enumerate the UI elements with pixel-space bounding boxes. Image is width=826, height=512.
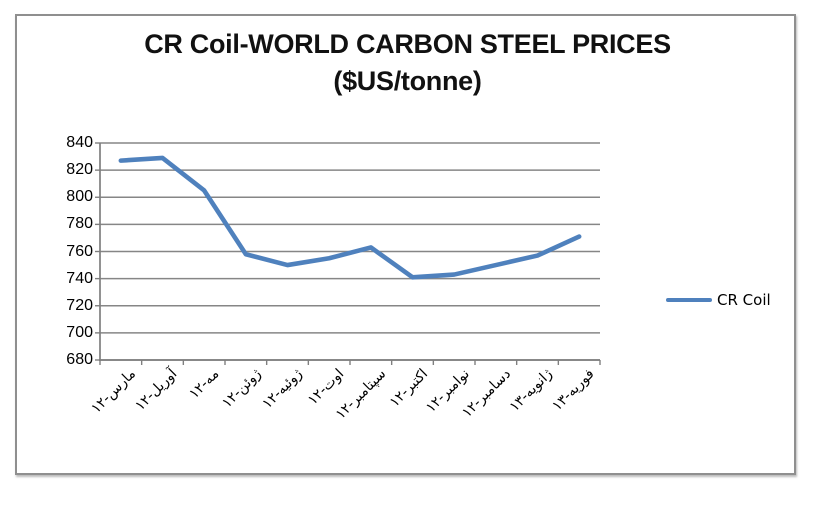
y-axis-label: 720	[66, 296, 93, 314]
chart-title-line2: ($US/tonne)	[333, 66, 482, 96]
legend-label: CR Coil	[717, 291, 771, 309]
legend: CR Coil	[666, 291, 771, 309]
y-axis-label: 740	[66, 269, 93, 287]
chart-title-line1: CR Coil-WORLD CARBON STEEL PRICES	[144, 29, 671, 59]
y-axis-label: 800	[66, 188, 93, 206]
chart-frame	[15, 14, 796, 475]
chart-title: CR Coil-WORLD CARBON STEEL PRICES ($US/t…	[15, 26, 800, 100]
y-axis-label: 700	[66, 323, 93, 341]
y-axis-label: 820	[66, 161, 93, 179]
y-axis-label: 780	[66, 215, 93, 233]
y-axis-label: 680	[66, 351, 93, 368]
legend-line-sample-icon	[666, 298, 712, 302]
series-line-cr-coil	[118, 155, 582, 280]
y-axis-label: 840	[66, 134, 93, 151]
y-axis-label: 760	[66, 242, 93, 260]
